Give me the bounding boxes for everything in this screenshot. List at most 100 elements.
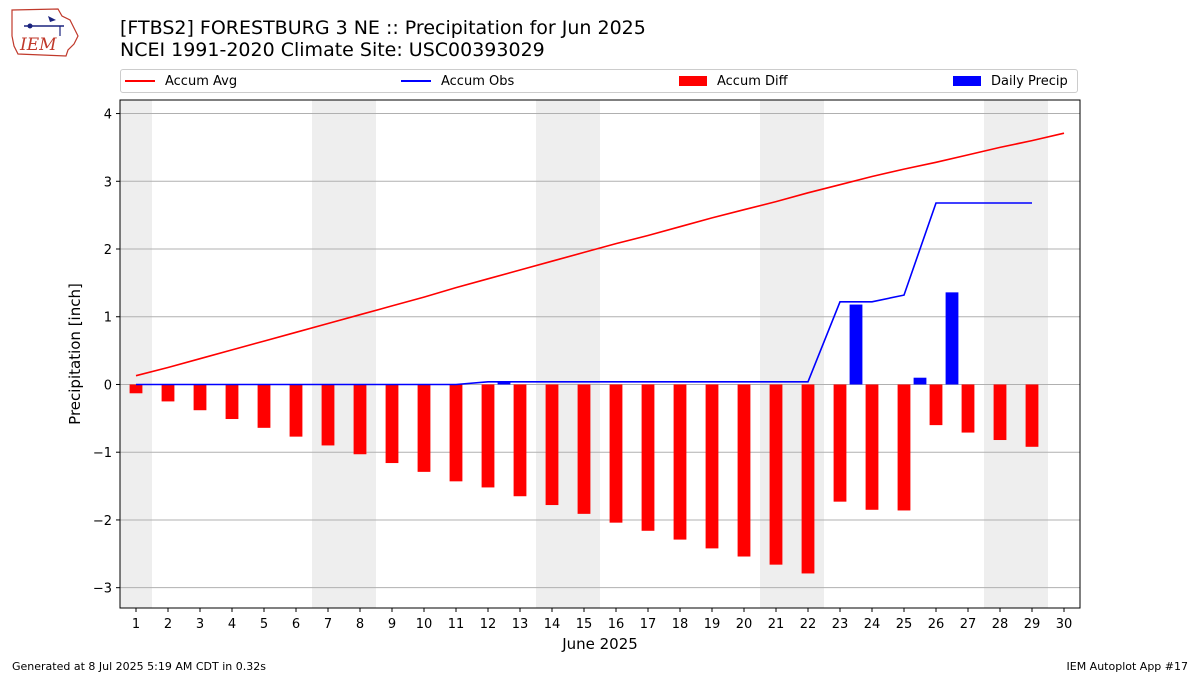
chart-title: [FTBS2] FORESTBURG 3 NE :: Precipitation… [120, 17, 646, 39]
x-tick-label: 4 [228, 617, 236, 632]
legend-swatch-accum-diff [679, 76, 707, 86]
y-axis-label: Precipitation [inch] [66, 283, 84, 425]
diff-bar [161, 384, 175, 402]
legend-item-accum-avg: Accum Avg [125, 70, 237, 92]
logo-text: IEM [19, 35, 57, 55]
accum-obs-line [136, 202, 1032, 386]
footer-app: IEM Autoplot App #17 [1066, 660, 1189, 673]
diff-bar [257, 384, 271, 428]
daily-precip-bar [913, 377, 927, 385]
plot-frame [119, 99, 1081, 609]
x-tick-label: 2 [164, 617, 172, 632]
daily-precip-bar [849, 304, 863, 385]
weekend-shade [120, 100, 152, 608]
x-tick-label: 3 [196, 617, 204, 632]
x-tick-label: 24 [864, 617, 881, 632]
y-tick-label: 4 [104, 108, 112, 123]
diff-bar [129, 384, 143, 394]
legend-label-daily-precip: Daily Precip [991, 73, 1068, 89]
x-tick-label: 1 [132, 617, 140, 632]
x-tick-label: 18 [672, 617, 689, 632]
diff-bar [1025, 384, 1039, 447]
legend-item-accum-obs: Accum Obs [401, 70, 514, 92]
x-axis-label: June 2025 [561, 635, 638, 653]
footer-generated: Generated at 8 Jul 2025 5:19 AM CDT in 0… [12, 660, 266, 673]
diff-bar [801, 384, 815, 574]
x-tick-label: 6 [292, 617, 300, 632]
x-tick-label: 16 [608, 617, 625, 632]
diff-bar [993, 384, 1007, 441]
x-tick-label: 5 [260, 617, 268, 632]
weekend-shade [984, 100, 1048, 608]
legend-label-accum-obs: Accum Obs [441, 73, 515, 89]
y-tick-label: −1 [93, 446, 112, 461]
weekend-shade [312, 100, 376, 608]
diff-bar [193, 384, 207, 411]
diff-bar [321, 384, 335, 446]
y-tick-label: 2 [104, 243, 112, 258]
weekend-shade [536, 100, 600, 608]
x-tick-label: 15 [576, 617, 593, 632]
legend-swatch-accum-obs [401, 80, 431, 82]
x-tick-label: 7 [324, 617, 332, 632]
diff-bar [225, 384, 239, 420]
x-tick-label: 21 [768, 617, 785, 632]
chart-subtitle: NCEI 1991-2020 Climate Site: USC00393029 [120, 39, 545, 61]
x-tick-label: 9 [388, 617, 396, 632]
diff-bar [641, 384, 655, 531]
legend-item-daily-precip: Daily Precip [953, 70, 1068, 92]
diff-bar [385, 384, 399, 464]
x-tick-label: 11 [448, 617, 465, 632]
diff-bar [673, 384, 687, 540]
x-tick-label: 28 [992, 617, 1009, 632]
x-tick-label: 14 [544, 617, 561, 632]
chart-legend: Accum Avg Accum Obs Accum Diff Daily Pre… [120, 69, 1078, 93]
diff-bar [929, 384, 943, 426]
diff-bar [737, 384, 751, 557]
diff-bar [481, 384, 495, 488]
diff-bar [513, 384, 527, 497]
x-tick-label: 26 [928, 617, 945, 632]
x-tick-label: 17 [640, 617, 657, 632]
y-tick-label: −2 [93, 514, 112, 529]
x-tick-label: 19 [704, 617, 721, 632]
diff-bar [961, 384, 975, 433]
diff-bar [833, 384, 847, 502]
x-tick-label: 10 [416, 617, 433, 632]
x-tick-label: 13 [512, 617, 529, 632]
diff-bar [545, 384, 559, 506]
diff-bar [865, 384, 879, 510]
x-tick-label: 12 [480, 617, 497, 632]
diff-bar [705, 384, 719, 549]
x-tick-label: 30 [1056, 617, 1073, 632]
diff-bar [609, 384, 623, 523]
x-tick-label: 23 [832, 617, 849, 632]
x-tick-label: 25 [896, 617, 913, 632]
diff-bar [289, 384, 303, 437]
legend-swatch-accum-avg [125, 80, 155, 82]
diff-bar [449, 384, 463, 482]
y-tick-label: −3 [93, 582, 112, 597]
legend-label-accum-avg: Accum Avg [165, 73, 238, 89]
x-tick-label: 8 [356, 617, 364, 632]
legend-swatch-daily-precip [953, 76, 981, 86]
diff-bar [897, 384, 911, 511]
y-tick-label: 0 [104, 378, 112, 393]
accum-avg-line [135, 132, 1065, 377]
y-tick-label: 1 [104, 311, 112, 326]
daily-precip-bar [945, 292, 959, 385]
diff-bar [769, 384, 783, 565]
diff-bar [577, 384, 591, 514]
x-tick-label: 29 [1024, 617, 1041, 632]
diff-bar [353, 384, 367, 455]
x-tick-label: 20 [736, 617, 753, 632]
legend-label-accum-diff: Accum Diff [717, 73, 788, 89]
iem-logo: IEM [11, 8, 79, 57]
legend-item-accum-diff: Accum Diff [679, 70, 788, 92]
x-tick-label: 22 [800, 617, 817, 632]
daily-precip-bar [497, 381, 511, 385]
x-tick-label: 27 [960, 617, 977, 632]
y-tick-label: 3 [104, 175, 112, 190]
diff-bar [417, 384, 431, 472]
